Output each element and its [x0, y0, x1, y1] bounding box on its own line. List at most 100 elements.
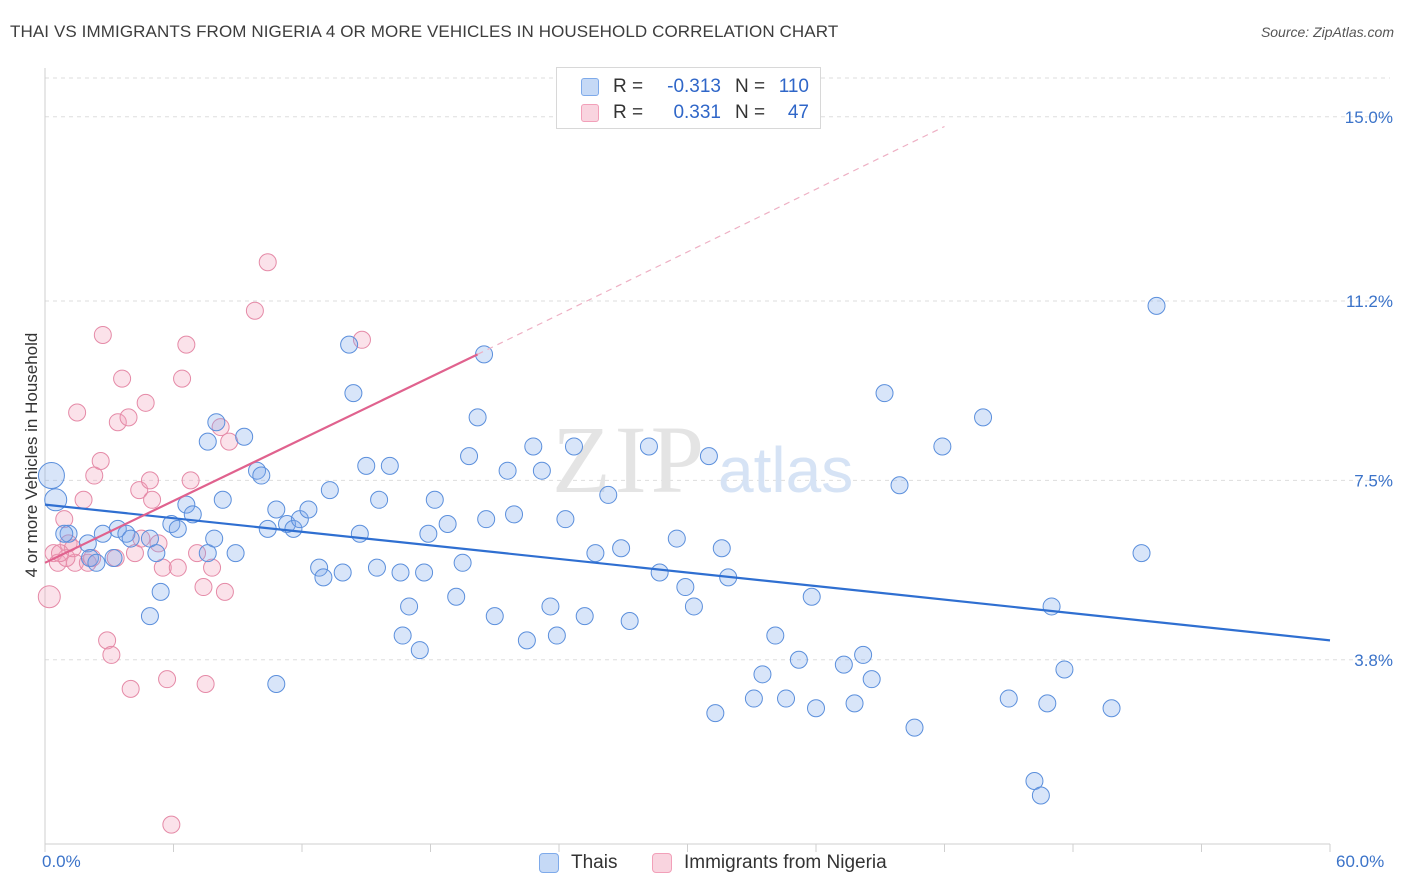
- point-thai[interactable]: [845, 694, 864, 713]
- point-thai[interactable]: [140, 607, 159, 626]
- point-thai[interactable]: [447, 587, 466, 606]
- point-thai[interactable]: [744, 689, 763, 708]
- point-thai[interactable]: [575, 607, 594, 626]
- point-thai[interactable]: [205, 529, 224, 548]
- point-nigeria[interactable]: [113, 369, 132, 388]
- point-thai[interactable]: [350, 524, 369, 543]
- point-nigeria[interactable]: [68, 403, 87, 422]
- point-thai[interactable]: [267, 675, 286, 694]
- point-thai[interactable]: [777, 689, 796, 708]
- point-nigeria[interactable]: [173, 369, 192, 388]
- point-thai[interactable]: [684, 597, 703, 616]
- point-thai[interactable]: [357, 456, 376, 475]
- point-thai[interactable]: [410, 641, 429, 660]
- point-thai[interactable]: [419, 524, 438, 543]
- point-thai[interactable]: [400, 597, 419, 616]
- point-thai[interactable]: [183, 505, 202, 524]
- point-thai[interactable]: [541, 597, 560, 616]
- point-thai[interactable]: [453, 553, 472, 572]
- point-thai[interactable]: [802, 587, 821, 606]
- point-thai[interactable]: [1031, 786, 1050, 805]
- point-nigeria[interactable]: [158, 670, 177, 689]
- point-thai[interactable]: [1055, 660, 1074, 679]
- point-nigeria[interactable]: [143, 490, 162, 509]
- point-thai[interactable]: [391, 563, 410, 582]
- point-thai[interactable]: [599, 485, 618, 504]
- point-thai[interactable]: [320, 481, 339, 500]
- point-thai[interactable]: [890, 476, 909, 495]
- point-thai[interactable]: [766, 626, 785, 645]
- point-thai[interactable]: [267, 500, 286, 519]
- point-nigeria[interactable]: [74, 490, 93, 509]
- point-nigeria[interactable]: [37, 585, 61, 609]
- point-thai[interactable]: [1132, 544, 1151, 563]
- point-thai[interactable]: [834, 655, 853, 674]
- point-thai[interactable]: [612, 539, 631, 558]
- point-nigeria[interactable]: [177, 335, 196, 354]
- point-thai[interactable]: [425, 490, 444, 509]
- point-nigeria[interactable]: [119, 408, 138, 427]
- point-thai[interactable]: [340, 335, 359, 354]
- point-nigeria[interactable]: [121, 679, 140, 698]
- point-thai[interactable]: [676, 578, 695, 597]
- point-thai[interactable]: [933, 437, 952, 456]
- point-thai[interactable]: [93, 524, 112, 543]
- point-thai[interactable]: [147, 544, 166, 563]
- point-thai[interactable]: [393, 626, 412, 645]
- point-nigeria[interactable]: [102, 645, 121, 664]
- point-nigeria[interactable]: [181, 471, 200, 490]
- point-thai[interactable]: [854, 645, 873, 664]
- point-thai[interactable]: [498, 461, 517, 480]
- point-thai[interactable]: [213, 490, 232, 509]
- point-thai[interactable]: [485, 607, 504, 626]
- point-thai[interactable]: [235, 427, 254, 446]
- point-thai[interactable]: [438, 515, 457, 534]
- point-thai[interactable]: [104, 548, 123, 567]
- point-thai[interactable]: [168, 519, 187, 538]
- point-nigeria[interactable]: [215, 582, 234, 601]
- point-thai[interactable]: [477, 510, 496, 529]
- point-nigeria[interactable]: [108, 413, 127, 432]
- point-thai[interactable]: [344, 384, 363, 403]
- point-thai[interactable]: [121, 529, 140, 548]
- point-thai[interactable]: [524, 437, 543, 456]
- point-thai[interactable]: [55, 524, 74, 543]
- point-thai[interactable]: [586, 544, 605, 563]
- point-thai[interactable]: [415, 563, 434, 582]
- point-thai[interactable]: [505, 505, 524, 524]
- point-thai[interactable]: [999, 689, 1018, 708]
- point-thai[interactable]: [974, 408, 993, 427]
- point-thai[interactable]: [620, 611, 639, 630]
- point-nigeria[interactable]: [168, 558, 187, 577]
- point-thai[interactable]: [380, 456, 399, 475]
- point-thai[interactable]: [706, 704, 725, 723]
- point-thai[interactable]: [37, 462, 65, 490]
- point-thai[interactable]: [299, 500, 318, 519]
- point-thai[interactable]: [468, 408, 487, 427]
- point-thai[interactable]: [370, 490, 389, 509]
- point-thai[interactable]: [177, 495, 196, 514]
- point-thai[interactable]: [87, 553, 106, 572]
- point-thai[interactable]: [1102, 699, 1121, 718]
- point-thai[interactable]: [310, 558, 329, 577]
- point-nigeria[interactable]: [203, 558, 222, 577]
- point-nigeria[interactable]: [196, 675, 215, 694]
- point-thai[interactable]: [151, 582, 170, 601]
- point-thai[interactable]: [532, 461, 551, 480]
- point-thai[interactable]: [905, 718, 924, 737]
- point-thai[interactable]: [712, 539, 731, 558]
- point-thai[interactable]: [314, 568, 333, 587]
- point-thai[interactable]: [639, 437, 658, 456]
- legend-item-thais[interactable]: Thais: [539, 852, 617, 874]
- point-thai[interactable]: [1038, 694, 1057, 713]
- point-thai[interactable]: [699, 447, 718, 466]
- point-nigeria[interactable]: [258, 253, 277, 272]
- point-thai[interactable]: [517, 631, 536, 650]
- point-nigeria[interactable]: [55, 510, 74, 529]
- point-thai[interactable]: [807, 699, 825, 718]
- point-nigeria[interactable]: [140, 471, 159, 490]
- point-thai[interactable]: [862, 670, 881, 689]
- point-nigeria[interactable]: [245, 301, 264, 320]
- point-nigeria[interactable]: [194, 578, 213, 597]
- point-thai[interactable]: [367, 558, 386, 577]
